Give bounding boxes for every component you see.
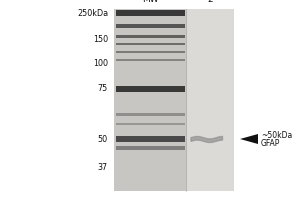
Bar (116, 34, 184, 38)
Bar (116, 146, 184, 150)
Bar (186, 9, 234, 191)
Text: 2: 2 (207, 0, 213, 4)
Text: 37: 37 (98, 162, 108, 171)
Bar (116, 24, 184, 28)
Bar (116, 112, 184, 116)
Bar (116, 51, 184, 53)
Text: 250kDa: 250kDa (77, 8, 108, 18)
Text: MW: MW (142, 0, 158, 4)
Bar (116, 123, 184, 125)
Text: ~50kDa: ~50kDa (261, 131, 292, 140)
Bar (116, 43, 184, 45)
Bar (116, 136, 184, 142)
Text: 75: 75 (98, 84, 108, 93)
Text: 150: 150 (93, 34, 108, 44)
Text: 50: 50 (98, 134, 108, 144)
Text: 100: 100 (93, 58, 108, 68)
Bar (116, 86, 184, 92)
Bar (114, 9, 186, 191)
Text: GFAP: GFAP (261, 140, 280, 148)
Bar (116, 10, 184, 16)
Bar (116, 59, 184, 61)
Polygon shape (240, 134, 258, 144)
